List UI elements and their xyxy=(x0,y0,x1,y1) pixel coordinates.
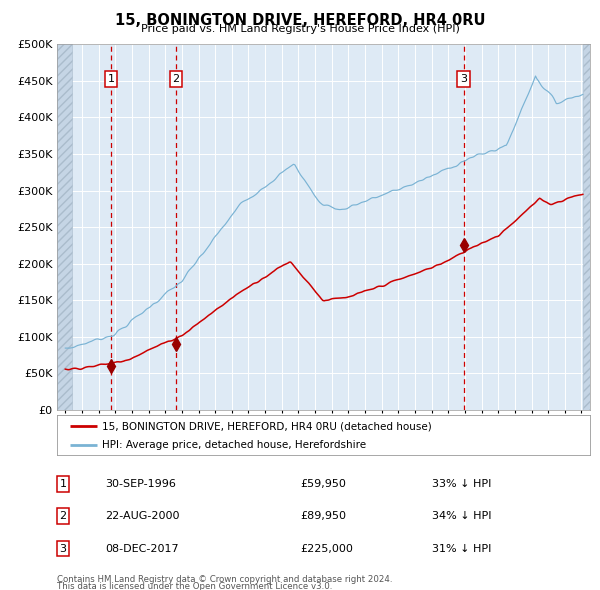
Text: £89,950: £89,950 xyxy=(300,512,346,521)
Text: 3: 3 xyxy=(460,74,467,84)
Text: 1: 1 xyxy=(107,74,115,84)
Text: 33% ↓ HPI: 33% ↓ HPI xyxy=(432,479,491,489)
Text: 3: 3 xyxy=(59,544,67,553)
Text: 2: 2 xyxy=(172,74,179,84)
Text: HPI: Average price, detached house, Herefordshire: HPI: Average price, detached house, Here… xyxy=(102,440,367,450)
Text: 15, BONINGTON DRIVE, HEREFORD, HR4 0RU (detached house): 15, BONINGTON DRIVE, HEREFORD, HR4 0RU (… xyxy=(102,421,432,431)
Text: Contains HM Land Registry data © Crown copyright and database right 2024.: Contains HM Land Registry data © Crown c… xyxy=(57,575,392,584)
Text: 22-AUG-2000: 22-AUG-2000 xyxy=(105,512,179,521)
Text: £59,950: £59,950 xyxy=(300,479,346,489)
Text: Price paid vs. HM Land Registry's House Price Index (HPI): Price paid vs. HM Land Registry's House … xyxy=(140,24,460,34)
Text: £225,000: £225,000 xyxy=(300,544,353,553)
Text: 08-DEC-2017: 08-DEC-2017 xyxy=(105,544,179,553)
Text: 34% ↓ HPI: 34% ↓ HPI xyxy=(432,512,491,521)
Text: 31% ↓ HPI: 31% ↓ HPI xyxy=(432,544,491,553)
Text: 2: 2 xyxy=(59,512,67,521)
Bar xyxy=(57,44,73,410)
Text: 15, BONINGTON DRIVE, HEREFORD, HR4 0RU: 15, BONINGTON DRIVE, HEREFORD, HR4 0RU xyxy=(115,13,485,28)
Bar xyxy=(583,44,590,410)
Text: This data is licensed under the Open Government Licence v3.0.: This data is licensed under the Open Gov… xyxy=(57,582,332,590)
Text: 30-SEP-1996: 30-SEP-1996 xyxy=(105,479,176,489)
Text: 1: 1 xyxy=(59,479,67,489)
